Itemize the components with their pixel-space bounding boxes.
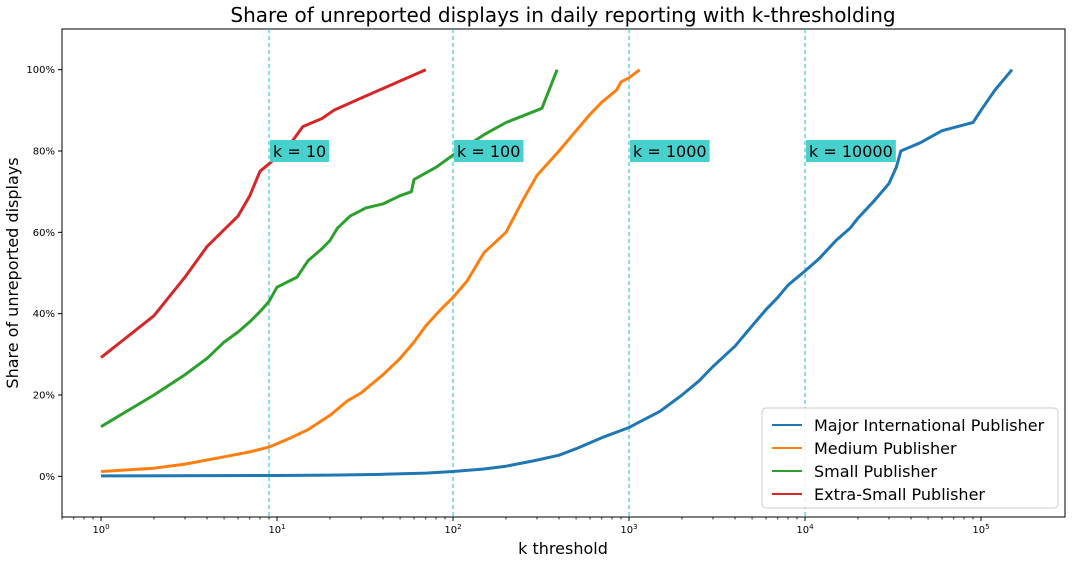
annotation-label: k = 1000 [633,142,707,161]
series-line [100,68,1014,478]
y-axis-label: Share of unreported displays [3,157,22,388]
y-tick-label: 60% [33,228,55,239]
threshold-annotation: k = 10 [269,140,330,162]
annotation-box [806,140,896,162]
x-tick-label: 100 [92,523,109,536]
x-tick-label: 104 [796,523,814,536]
annotation-box [454,140,524,162]
x-tick-base: 10 [268,525,281,536]
legend-box [761,407,1059,509]
series-line [100,68,427,359]
x-tick-label: 101 [268,523,285,536]
y-tick-label: 80% [33,147,55,158]
legend-item-label: Extra-Small Publisher [814,485,985,504]
x-tick-exponent: 1 [281,523,285,531]
y-tick-label: 100% [26,65,55,76]
x-tick-label: 103 [620,523,637,536]
x-tick-base: 10 [796,525,809,536]
x-tick-exponent: 0 [105,523,109,531]
y-tick-label: 0% [39,472,55,483]
x-tick-exponent: 2 [457,523,461,531]
x-tick-exponent: 3 [633,523,637,531]
threshold-annotation: k = 100 [454,140,524,162]
annotation-label: k = 10000 [809,142,893,161]
chart-title: Share of unreported displays in daily re… [230,3,895,27]
x-tick-base: 10 [444,525,457,536]
threshold-annotation: k = 10000 [806,140,896,162]
x-tick-base: 10 [92,525,105,536]
series-line [100,68,641,473]
x-tick-label: 105 [972,523,989,536]
annotation-label: k = 10 [273,142,326,161]
legend-item-label: Major International Publisher [814,416,1045,435]
threshold-annotation: k = 1000 [630,140,710,162]
x-tick-exponent: 4 [809,523,814,531]
x-tick-base: 10 [620,525,633,536]
plot-frame [61,28,1066,518]
x-tick-label: 102 [444,523,461,536]
legend-item-label: Medium Publisher [814,439,957,458]
annotation-label: k = 100 [457,142,520,161]
y-tick-label: 40% [33,309,55,320]
x-axis-label: k threshold [518,539,608,558]
x-tick-base: 10 [972,525,985,536]
series-line [100,69,559,428]
annotation-box [269,140,330,162]
legend: Major International Publisher Medium Publ… [761,407,1059,509]
x-tick-exponent: 5 [985,523,989,531]
legend-item-label: Small Publisher [814,462,937,481]
annotation-box [630,140,710,162]
y-tick-label: 20% [33,391,55,402]
